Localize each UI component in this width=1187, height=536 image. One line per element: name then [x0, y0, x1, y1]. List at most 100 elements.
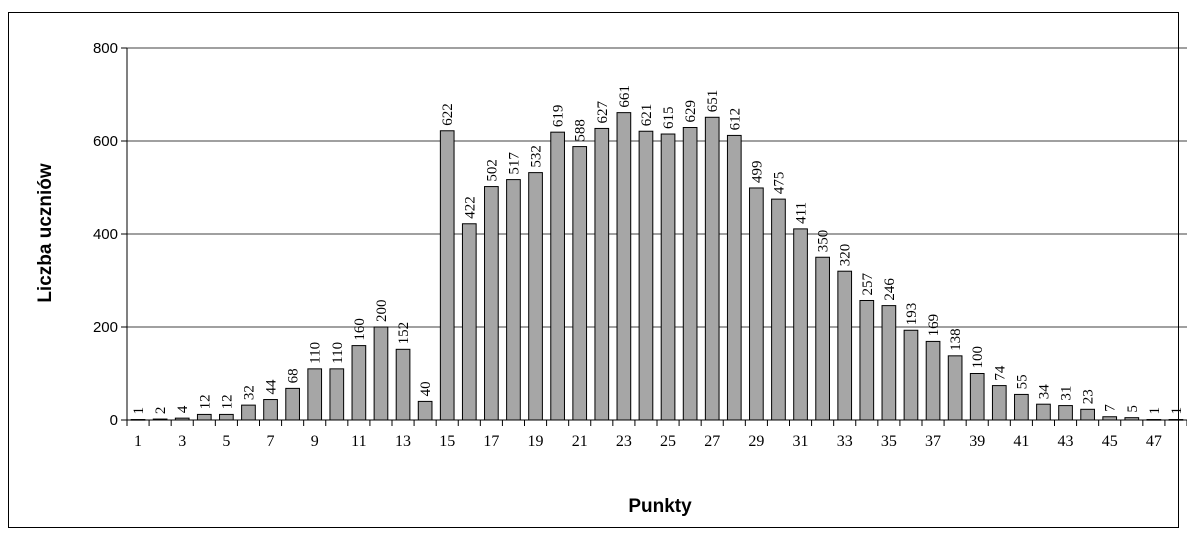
- data-label: 517: [506, 152, 522, 175]
- bar: [660, 133, 676, 421]
- x-tick-label: 1: [134, 433, 142, 450]
- bar: [550, 131, 565, 421]
- bar: [1080, 408, 1095, 421]
- bar: [572, 146, 588, 421]
- data-label: 2: [153, 407, 169, 415]
- x-tick-label: 15: [439, 433, 455, 450]
- x-tick-label: 47: [1146, 433, 1162, 450]
- y-tick-labels: 0 200 400 600 800: [93, 40, 118, 429]
- data-label: 169: [926, 314, 942, 337]
- x-tick-label: 35: [881, 433, 897, 450]
- bar: [837, 270, 853, 421]
- data-label: 422: [462, 196, 478, 219]
- bar: [351, 345, 367, 421]
- data-label: 499: [749, 160, 765, 183]
- data-label: 74: [992, 365, 1008, 381]
- data-label: 619: [551, 105, 567, 128]
- x-tick-label: 31: [793, 433, 809, 450]
- data-label: 160: [352, 318, 368, 341]
- x-tick-label: 5: [222, 433, 230, 450]
- bar: [241, 404, 256, 421]
- bar: [594, 127, 610, 421]
- bar: [1036, 403, 1051, 421]
- data-label: 257: [860, 272, 876, 295]
- data-label: 411: [794, 202, 810, 224]
- x-tick-label: 25: [660, 433, 676, 450]
- x-tick-label: 17: [483, 433, 499, 450]
- data-label: 7: [1103, 404, 1119, 412]
- bar: [417, 400, 433, 421]
- bar: [925, 340, 941, 421]
- data-label: 612: [727, 108, 743, 131]
- bar: [749, 187, 764, 421]
- bar: [991, 385, 1007, 421]
- y-tick-label: 600: [93, 133, 118, 150]
- bar: [484, 186, 499, 421]
- bar: [726, 134, 742, 421]
- bar: [815, 256, 830, 421]
- x-tick-labels: 1 3 5 7 9 11 13 15 17 19 21 23 25 27 29 31 33 35 37 39 41 43 4…: [134, 433, 1162, 450]
- data-label: 532: [529, 145, 545, 168]
- data-label: 350: [816, 230, 832, 253]
- x-tick-label: 23: [616, 433, 632, 450]
- data-label: 32: [241, 385, 257, 400]
- bar: [947, 355, 963, 421]
- data-label: 621: [639, 104, 655, 127]
- data-label: 68: [286, 368, 302, 383]
- x-tick-label: 21: [572, 433, 588, 450]
- x-tick-label: 37: [925, 433, 941, 450]
- bar: [307, 368, 323, 421]
- data-label: 661: [617, 85, 633, 108]
- data-label: 502: [484, 159, 500, 182]
- data-label: 55: [1014, 374, 1030, 389]
- data-label: 1: [1169, 407, 1185, 415]
- x-tick-label: 9: [311, 433, 319, 450]
- chart-frame: [8, 12, 1179, 528]
- bar: [682, 127, 698, 421]
- x-tick-label: 3: [178, 433, 186, 450]
- data-label: 31: [1059, 386, 1075, 401]
- y-axis-title: Liczba uczniów: [35, 163, 56, 303]
- bar: [196, 413, 212, 421]
- data-label: 23: [1081, 389, 1097, 404]
- x-tick-label: 41: [1013, 433, 1029, 450]
- bar: [1058, 405, 1073, 421]
- data-label: 622: [440, 103, 456, 126]
- y-tick-label: 800: [93, 40, 118, 57]
- bars: [130, 112, 1184, 421]
- y-tick-label: 400: [93, 226, 118, 243]
- x-tick-label: 29: [748, 433, 764, 450]
- data-label: 110: [330, 342, 346, 364]
- x-tick-label: 43: [1058, 433, 1074, 450]
- data-label: 193: [904, 303, 920, 326]
- data-label: 246: [882, 278, 898, 301]
- bar: [616, 112, 632, 421]
- bar: [528, 172, 543, 421]
- bar: [373, 326, 389, 421]
- data-label: 320: [838, 244, 854, 267]
- data-label: 588: [573, 119, 589, 142]
- data-label: 34: [1036, 384, 1052, 400]
- gridlines: [127, 47, 1187, 328]
- bar: [1014, 393, 1029, 421]
- bar: [506, 179, 521, 421]
- data-label: 12: [219, 394, 235, 409]
- data-label: 1: [131, 407, 147, 415]
- data-label: 100: [970, 346, 986, 369]
- bar: [969, 373, 985, 421]
- bar: [263, 399, 278, 421]
- data-label: 629: [683, 100, 699, 123]
- data-label: 1: [1147, 407, 1163, 415]
- data-label: 627: [595, 100, 611, 123]
- bar: [395, 348, 411, 421]
- data-label: 138: [948, 328, 964, 351]
- x-tick-label: 11: [351, 433, 366, 450]
- x-tick-label: 19: [528, 433, 544, 450]
- x-tick-label: 13: [395, 433, 411, 450]
- data-label: 4: [175, 405, 191, 413]
- bar: [793, 228, 808, 421]
- x-axis-title: Punkty: [628, 496, 692, 517]
- y-tick-label: 200: [93, 319, 118, 336]
